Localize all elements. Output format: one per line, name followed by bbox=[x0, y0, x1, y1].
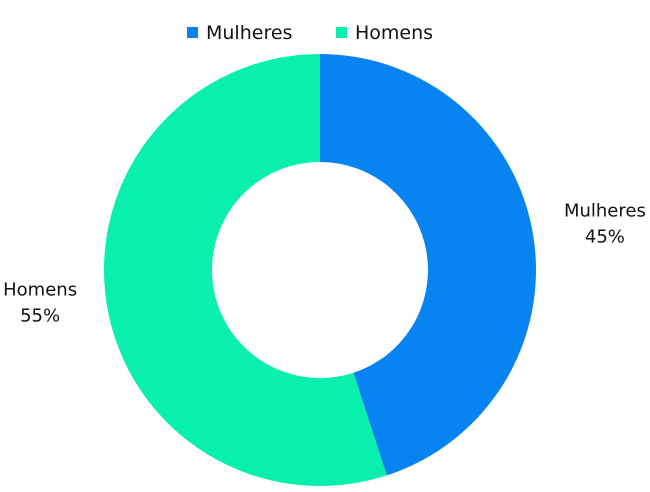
slice-label-mulheres-name: Mulheres bbox=[564, 201, 646, 222]
legend-label-homens: Homens bbox=[355, 22, 433, 44]
legend-swatch-mulheres bbox=[187, 27, 198, 38]
legend-swatch-homens bbox=[336, 27, 347, 38]
slice-labels: Mulheres 45% Homens 55% bbox=[3, 201, 646, 327]
slice-label-mulheres-value: 45% bbox=[585, 227, 625, 248]
donut-slices bbox=[104, 54, 537, 486]
slice-label-homens-name: Homens bbox=[3, 279, 77, 300]
slice-mulheres bbox=[320, 54, 537, 476]
slice-homens bbox=[104, 54, 387, 486]
legend-label-mulheres: Mulheres bbox=[206, 22, 292, 44]
slice-label-homens-value: 55% bbox=[20, 305, 60, 326]
legend: Mulheres Homens bbox=[187, 22, 433, 44]
